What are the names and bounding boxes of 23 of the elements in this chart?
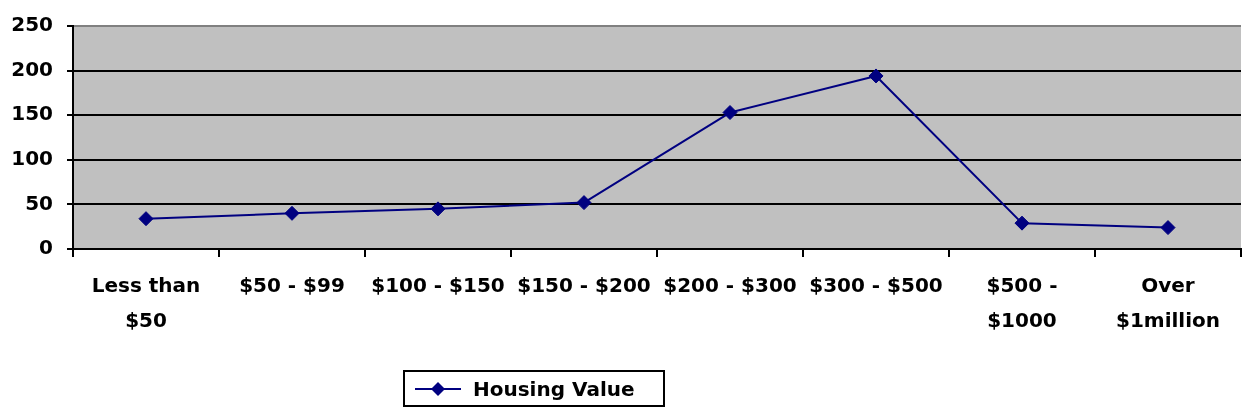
y-tick-label: 200 <box>11 56 53 81</box>
y-tick-label: 150 <box>11 101 53 126</box>
point <box>1160 220 1176 236</box>
point <box>1014 215 1030 231</box>
point <box>722 105 738 121</box>
y-tick-label: 0 <box>39 235 53 260</box>
y-tick-label: 50 <box>25 190 53 215</box>
y-tick-label: 100 <box>11 146 53 170</box>
x-tick-label: $200 - $300 <box>663 272 797 297</box>
x-tick-label: $150 - $200 <box>517 272 651 297</box>
x-tick-label: Less than $50 <box>91 272 201 332</box>
y-tick-label: 250 <box>11 12 53 37</box>
x-tick-label: $50 - $99 <box>239 272 345 297</box>
point <box>430 201 446 217</box>
point <box>868 68 884 84</box>
x-tick-label: Over $1million <box>1115 272 1221 332</box>
point <box>138 211 154 227</box>
x-tick-label: $100 - $150 <box>371 272 505 297</box>
point <box>284 205 300 221</box>
x-tick-label: $300 - $500 <box>809 272 943 297</box>
legend-label: Housing Value <box>473 376 635 401</box>
x-tick-label: $500 - $1000 <box>986 272 1058 332</box>
point <box>576 195 592 211</box>
